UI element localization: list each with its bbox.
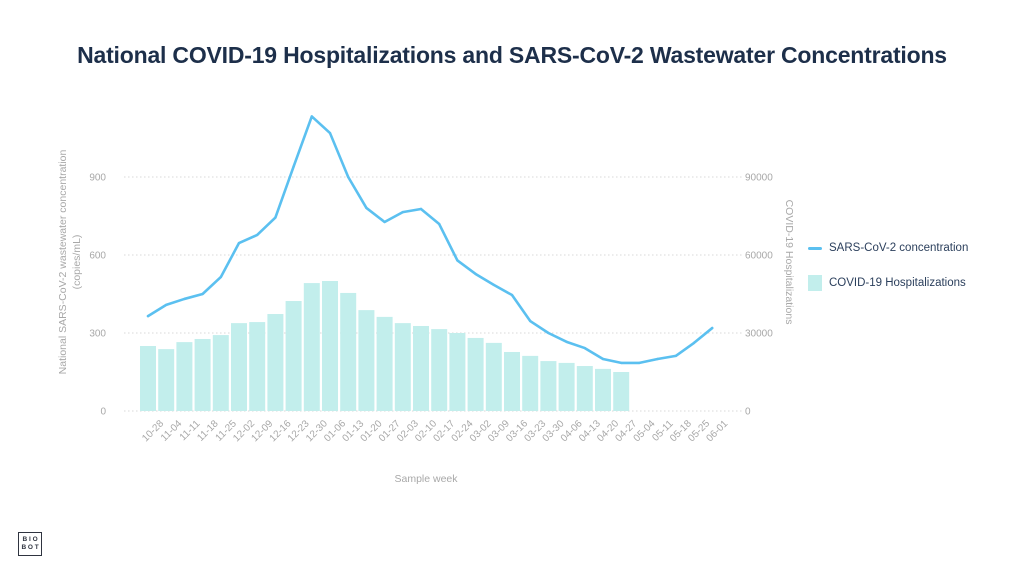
y-axis-left-title-line1: National SARS-CoV-2 wastewater concentra… bbox=[57, 149, 69, 374]
line-point bbox=[529, 319, 532, 323]
logo-line1: BIO bbox=[22, 536, 40, 543]
line-point bbox=[347, 175, 350, 179]
legend-label: SARS-CoV-2 concentration bbox=[829, 242, 969, 254]
line-point bbox=[492, 283, 495, 287]
bar bbox=[358, 310, 375, 411]
line-point bbox=[401, 210, 404, 214]
x-tick-label: 06-01 bbox=[704, 418, 730, 444]
biobot-logo: BIO BOT bbox=[18, 532, 42, 556]
line-point bbox=[274, 216, 277, 219]
y-right-tick-label: 60000 bbox=[745, 251, 773, 262]
line-point bbox=[292, 165, 295, 168]
line-point bbox=[438, 222, 441, 226]
line-point bbox=[256, 233, 259, 237]
line-point bbox=[474, 272, 477, 276]
line-point bbox=[620, 361, 623, 365]
y-left-tick-label: 600 bbox=[89, 251, 106, 262]
legend-label: COVID-19 Hospitalizations bbox=[829, 277, 966, 289]
line-point bbox=[656, 357, 659, 361]
bar bbox=[485, 342, 502, 411]
y-axis-right-title: COVID-19 Hospitalizations bbox=[783, 200, 795, 325]
bar bbox=[322, 281, 338, 411]
line-point bbox=[456, 259, 459, 262]
line-point bbox=[711, 326, 714, 330]
y-right-tick-label: 90000 bbox=[745, 173, 773, 184]
chart-title: National COVID-19 Hospitalizations and S… bbox=[77, 42, 947, 68]
legend-line-swatch bbox=[808, 246, 822, 250]
bar bbox=[504, 351, 520, 411]
bar bbox=[176, 342, 193, 411]
y-left-tick-label: 300 bbox=[89, 329, 106, 340]
x-axis-title: Sample week bbox=[394, 473, 458, 485]
bar bbox=[449, 333, 466, 411]
bar bbox=[249, 322, 266, 411]
line-point bbox=[165, 303, 168, 307]
bar bbox=[540, 361, 557, 411]
bar bbox=[558, 362, 575, 411]
bar bbox=[340, 292, 357, 411]
line-point bbox=[419, 207, 423, 211]
bar bbox=[595, 368, 611, 411]
bar bbox=[140, 346, 156, 411]
bar bbox=[576, 366, 593, 411]
line-point bbox=[183, 297, 186, 301]
bar bbox=[158, 349, 175, 411]
bar bbox=[613, 372, 630, 411]
y-axis-left-title-line2: (copies/mL) bbox=[71, 235, 83, 290]
bar bbox=[212, 335, 229, 411]
concentration-line bbox=[146, 115, 714, 365]
legend-item-hospitalizations[interactable]: COVID-19 Hospitalizations bbox=[808, 273, 968, 293]
line-point bbox=[146, 314, 150, 318]
y-left-tick-label: 0 bbox=[100, 407, 106, 418]
bar bbox=[431, 329, 448, 411]
line-point bbox=[237, 241, 241, 245]
bar bbox=[413, 325, 429, 411]
bar bbox=[194, 338, 211, 411]
y-right-tick-label: 30000 bbox=[745, 329, 773, 340]
legend-bar-swatch bbox=[808, 275, 822, 291]
line-point bbox=[674, 354, 677, 358]
y-right-tick-label: 0 bbox=[745, 407, 751, 418]
line-point bbox=[365, 206, 368, 210]
line-point bbox=[219, 275, 222, 279]
legend: SARS-CoV-2 concentration COVID-19 Hospit… bbox=[808, 238, 968, 308]
line-point bbox=[383, 220, 386, 224]
line-point bbox=[310, 115, 313, 118]
bar-series bbox=[140, 281, 630, 411]
bar bbox=[231, 323, 247, 411]
legend-item-concentration[interactable]: SARS-CoV-2 concentration bbox=[808, 238, 968, 258]
y-left-tick-label: 900 bbox=[89, 173, 106, 184]
line-series bbox=[146, 115, 714, 365]
line-point bbox=[638, 361, 641, 365]
line-point bbox=[565, 340, 568, 344]
bar bbox=[467, 337, 484, 411]
line-point bbox=[692, 341, 696, 345]
line-point bbox=[201, 292, 204, 296]
line-point bbox=[583, 346, 586, 350]
bar bbox=[394, 323, 411, 411]
bar bbox=[376, 316, 393, 411]
logo-line2: BOT bbox=[21, 544, 41, 551]
line-point bbox=[601, 357, 605, 361]
line-point bbox=[547, 331, 550, 335]
line-point bbox=[328, 131, 332, 135]
bar bbox=[522, 355, 539, 411]
bar bbox=[285, 301, 302, 411]
bar bbox=[303, 283, 320, 411]
bar bbox=[267, 314, 284, 411]
line-point bbox=[510, 293, 514, 297]
